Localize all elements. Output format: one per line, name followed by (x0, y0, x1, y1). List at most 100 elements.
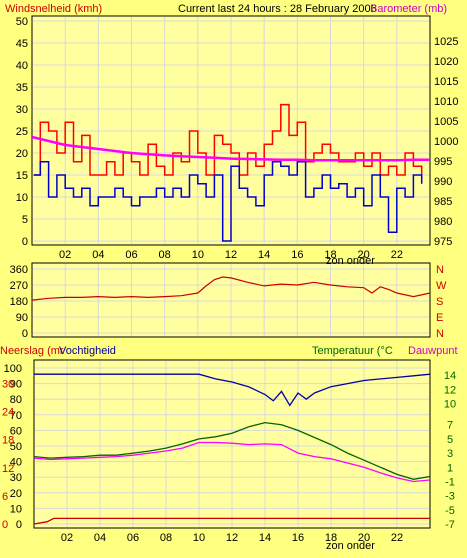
baro-ytick-label: 1010 (434, 96, 458, 108)
sunset-annotation-top: zon onder (326, 255, 375, 267)
humidity-ytick-label: 50 (10, 441, 22, 453)
compass-label: W (436, 280, 447, 292)
temperature-ytick-label: -1 (445, 476, 455, 488)
compass-label: N (436, 264, 444, 276)
baro-ytick-label: 975 (434, 236, 452, 248)
chart-title: Current last 24 hours : 28 February 2006 (178, 3, 377, 15)
rain-ytick-label: 6 (2, 491, 8, 503)
temperature-ytick-label: 12 (444, 384, 456, 396)
wind-xtick-label: 18 (324, 249, 336, 261)
humidity-ytick-label: 70 (10, 410, 22, 422)
wind-axis-title: Windsnelheid (kmh) (5, 3, 102, 15)
temperature-ytick-label: 10 (444, 398, 456, 410)
rain-line (33, 517, 430, 525)
wind-ytick-label: 0 (22, 236, 28, 248)
baro-ytick-label: 1000 (434, 136, 458, 148)
climate-xtick-label: 20 (358, 532, 370, 544)
wind-ytick-label: 45 (16, 38, 28, 50)
baro-ytick-label: 980 (434, 216, 452, 228)
rain-ytick-label: 30 (2, 378, 14, 390)
humidity-ytick-label: 30 (10, 472, 22, 484)
humidity-ytick-label: 90 (10, 379, 22, 391)
wind-axes: 02 04 06 08 10 12 14 16 18 20 22051015202530354045… (16, 16, 459, 261)
panel-direction: 0 N 90 E 180 S 270 W 360 N (10, 262, 447, 340)
sunset-annotation-bottom: zon onder (326, 540, 375, 552)
wind-xtick-label: 02 (59, 249, 71, 261)
compass-label: S (436, 296, 443, 308)
wind-lines (31, 103, 430, 242)
direction-axes: 0 N 90 E 180 S 270 W 360 N (10, 264, 447, 340)
compass-label: E (436, 312, 443, 324)
humidity-ytick-label: 100 (4, 363, 22, 375)
climate-xtick-label: 16 (292, 532, 304, 544)
climate-xtick-label: 06 (127, 532, 139, 544)
baro-ytick-label: 1025 (434, 36, 458, 48)
temperature-ytick-label: -7 (445, 519, 455, 531)
direction-ytick-label: 0 (22, 328, 28, 340)
panel-wind: 02 04 06 08 10 12 14 16 18 20 22051015202530354045… (16, 15, 459, 261)
panel-climate: 02 04 06 08 10 12 14 16 18 20 22010203040506070809… (2, 359, 456, 544)
baro-ytick-label: 990 (434, 176, 452, 188)
climate-xtick-label: 02 (61, 532, 73, 544)
temperature-ytick-label: 1 (447, 462, 453, 474)
wind-xtick-label: 04 (92, 249, 104, 261)
climate-xtick-label: 04 (94, 532, 106, 544)
climate-xtick-label: 10 (193, 532, 205, 544)
wind-xtick-label: 12 (225, 249, 237, 261)
wind-ytick-label: 15 (16, 170, 28, 182)
temperature-line (33, 421, 431, 480)
climate-grid (35, 361, 429, 527)
barometer-line (31, 135, 430, 162)
humidity-line (34, 373, 431, 407)
wind-xtick-label: 20 (358, 249, 370, 261)
compass-label: N (436, 328, 444, 340)
climate-axes: 02 04 06 08 10 12 14 16 18 20 22010203040506070809… (2, 363, 456, 544)
temperature-ytick-label: -3 (445, 491, 455, 503)
humidity-ytick-label: 40 (10, 457, 22, 469)
direction-ytick-label: 90 (16, 312, 28, 324)
direction-ytick-label: 180 (10, 296, 28, 308)
direction-ytick-label: 270 (10, 280, 28, 292)
baro-ytick-label: 985 (434, 196, 452, 208)
humidity-ytick-label: 80 (10, 394, 22, 406)
wind-max-line (33, 103, 423, 176)
rain-axis-title: Neerslag (mr (0, 345, 64, 357)
climate-xtick-label: 08 (160, 532, 172, 544)
baro-ytick-label: 1020 (434, 56, 458, 68)
climate-xtick-label: 14 (259, 532, 271, 544)
climate-xtick-label: 12 (226, 532, 238, 544)
wind-ytick-label: 35 (16, 82, 28, 94)
wind-ytick-label: 5 (22, 214, 28, 226)
wind-xtick-label: 14 (258, 249, 270, 261)
rain-ytick-label: 0 (2, 519, 8, 531)
wind-direction-line (31, 276, 431, 301)
wind-ytick-label: 10 (16, 192, 28, 204)
wind-xtick-label: 10 (192, 249, 204, 261)
humidity-ytick-label: 20 (10, 488, 22, 500)
wind-xtick-label: 16 (291, 249, 303, 261)
temperature-ytick-label: 3 (447, 448, 453, 460)
wind-ytick-label: 50 (16, 16, 28, 28)
wind-xtick-label: 08 (159, 249, 171, 261)
baro-ytick-label: 1015 (434, 76, 458, 88)
dewpoint-line (33, 441, 431, 483)
wind-xtick-label: 06 (125, 249, 137, 261)
humidity-ytick-label: 10 (10, 503, 22, 515)
rain-ytick-label: 18 (2, 435, 14, 447)
direction-ytick-label: 360 (10, 264, 28, 276)
rain-ytick-label: 24 (2, 407, 14, 419)
humidity-axis-title: Vochtigheid (59, 345, 116, 357)
temperature-ytick-label: 14 (444, 370, 456, 382)
wind-ytick-label: 30 (16, 104, 28, 116)
climate-xtick-label: 22 (391, 532, 403, 544)
temperature-ytick-label: 5 (447, 434, 453, 446)
temperature-ytick-label: -5 (445, 505, 455, 517)
wind-ytick-label: 20 (16, 148, 28, 160)
temperature-axis-title: Temperatuur (°C (312, 345, 393, 357)
temperature-ytick-label: 7 (447, 420, 453, 432)
dewpoint-axis-title: Dauwpunt (408, 345, 458, 357)
baro-ytick-label: 1005 (434, 116, 458, 128)
wind-xtick-label: 22 (391, 249, 403, 261)
wind-ytick-label: 40 (16, 60, 28, 72)
